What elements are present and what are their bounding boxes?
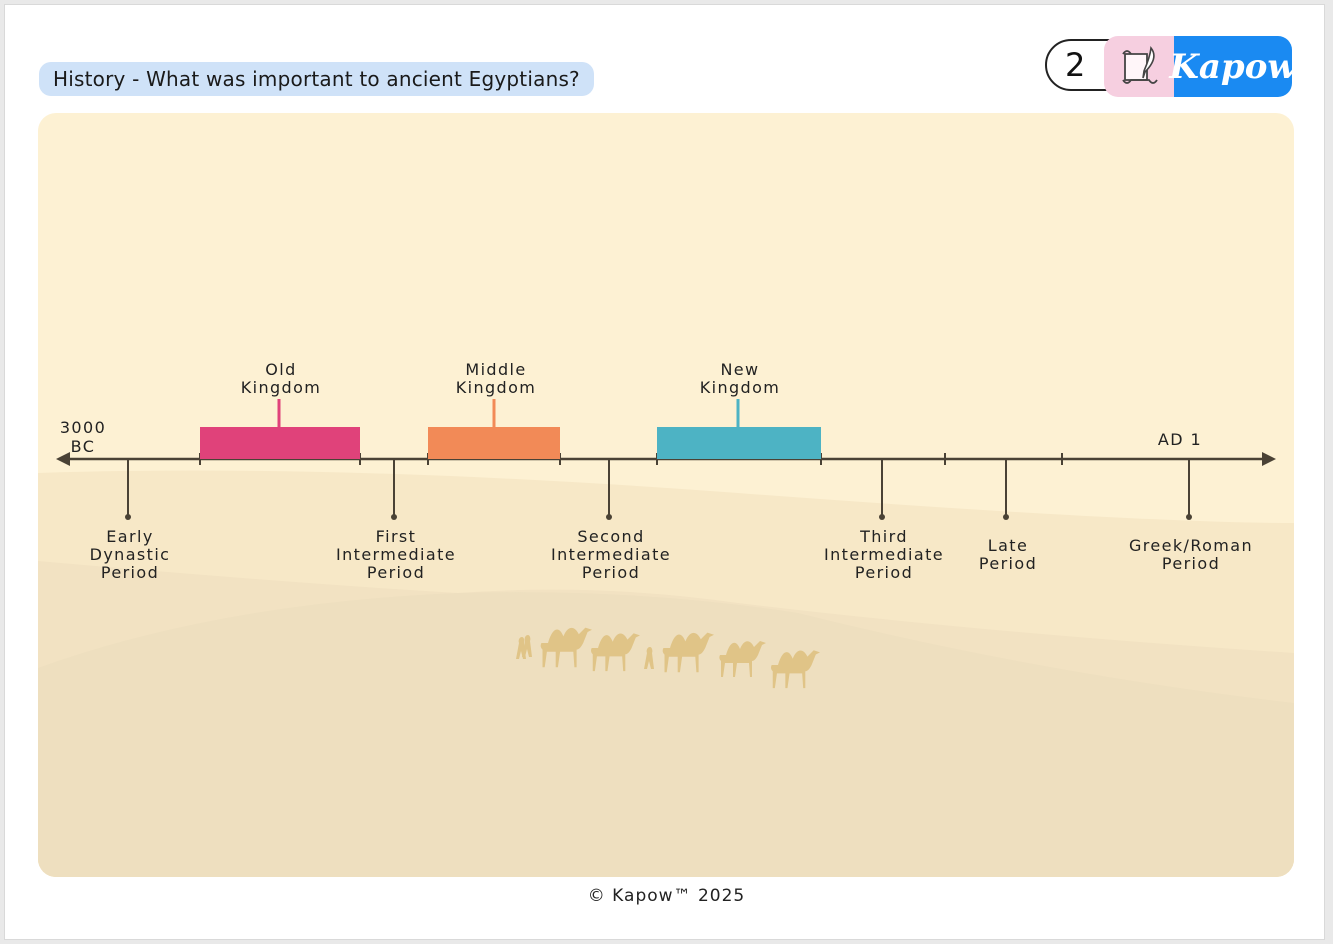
camel-caravan-silhouette bbox=[516, 627, 820, 689]
period-label: Early Dynastic Period bbox=[90, 527, 171, 582]
period-label: Second Intermediate Period bbox=[551, 527, 671, 582]
period-label: First Intermediate Period bbox=[336, 527, 456, 582]
kingdom-bar bbox=[428, 427, 560, 459]
period-label: Third Intermediate Period bbox=[824, 527, 944, 582]
axis-arrow-left bbox=[56, 452, 70, 466]
camel-silhouette bbox=[662, 632, 714, 673]
timeline-diagram: 3000 BC AD 1 Old Kingdom Middle Kingdom New King… bbox=[38, 360, 1294, 877]
camel-silhouette bbox=[591, 633, 640, 672]
kingdom-bar bbox=[657, 427, 821, 459]
camel-silhouette bbox=[719, 641, 766, 677]
lesson-badge: 2 Kapow bbox=[1045, 36, 1297, 97]
period-pin-dot bbox=[879, 514, 885, 520]
period-label: Greek/Roman Period bbox=[1129, 536, 1253, 573]
timeline-panel: 3000 BC AD 1 Old Kingdom Middle Kingdom New King… bbox=[38, 113, 1294, 877]
walker-silhouette bbox=[644, 647, 654, 669]
kingdom-label: Old Kingdom bbox=[241, 360, 322, 397]
scroll-quill-icon bbox=[1104, 36, 1176, 97]
kapow-logo: Kapow bbox=[1169, 36, 1297, 97]
page-title: History - What was important to ancient … bbox=[39, 62, 594, 96]
dune-front bbox=[38, 592, 1294, 877]
period-pin-dot bbox=[606, 514, 612, 520]
period-pin-dot bbox=[1003, 514, 1009, 520]
period-pin-dot bbox=[1186, 514, 1192, 520]
footer-copyright: © Kapow™ 2025 bbox=[587, 886, 746, 906]
period-pin-dot bbox=[391, 514, 397, 520]
axis-arrow-right bbox=[1262, 452, 1276, 466]
start-date-label: 3000 BC bbox=[60, 418, 106, 456]
kingdom-label: New Kingdom bbox=[700, 360, 781, 397]
camel-silhouette bbox=[771, 650, 820, 689]
walker-silhouette bbox=[516, 637, 526, 659]
period-pin-dot bbox=[125, 514, 131, 520]
kingdom-bar bbox=[200, 427, 360, 459]
end-date-label: AD 1 bbox=[1158, 430, 1202, 449]
period-label: Late Period bbox=[979, 536, 1037, 573]
camel-silhouette bbox=[540, 627, 592, 668]
kingdom-label: Middle Kingdom bbox=[456, 360, 537, 397]
